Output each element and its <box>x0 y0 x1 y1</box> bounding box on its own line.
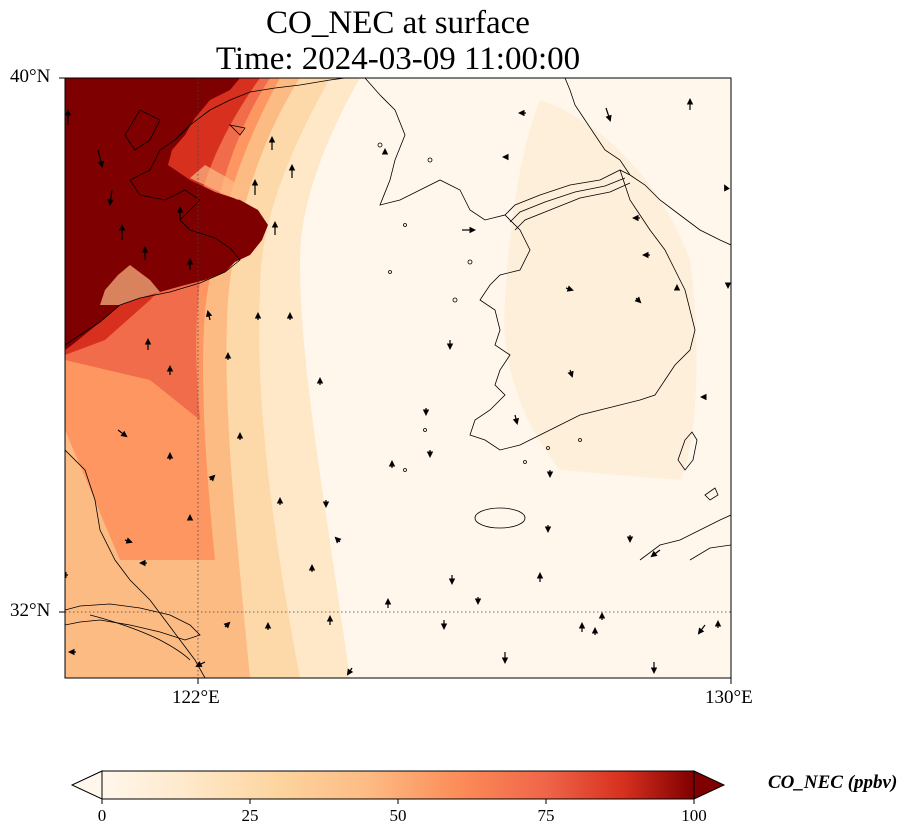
wind-arrow-head <box>578 622 586 629</box>
wind-arrow-head <box>700 393 707 401</box>
wind-arrow-head <box>686 98 694 105</box>
wind-arrow-head <box>536 572 544 579</box>
wind-arrow-head <box>120 430 128 438</box>
wind-arrow-head <box>186 258 194 265</box>
wind-arrow-head <box>469 226 476 234</box>
wind-arrow-head <box>186 514 194 521</box>
wind-arrow-head <box>288 164 296 171</box>
wind-arrow-head <box>236 432 244 439</box>
wind-arrow-head <box>598 612 606 619</box>
wind-arrow-head <box>566 285 574 292</box>
wind-arrow-head <box>208 474 216 482</box>
lon-label-west: 122°E <box>172 687 220 708</box>
wind-arrow-head <box>546 471 554 478</box>
lat-label-north: 40°N <box>10 66 51 87</box>
wind-arrow-head <box>632 214 639 222</box>
colorbar-label: CO_NEC (ppbv) <box>768 772 898 793</box>
wind-arrow-head <box>426 451 434 458</box>
wind-arrow-head <box>626 536 634 543</box>
colorbar-tick-25: 25 <box>241 806 259 825</box>
axis-ticks <box>59 77 732 684</box>
wind-arrow-head <box>144 338 152 345</box>
wind-arrow-head <box>65 571 67 579</box>
wind-arrow-head <box>334 536 342 544</box>
wind-arrow-head <box>502 153 509 161</box>
wind-arrow-head <box>384 598 392 605</box>
wind-arrow-head <box>68 648 75 656</box>
wind-arrow-head <box>322 501 330 508</box>
wind-arrow-head <box>714 620 722 627</box>
wind-arrow-head <box>139 559 146 567</box>
wind-arrow-head <box>141 246 149 253</box>
wind-arrow-head <box>440 623 448 630</box>
wind-arrow-head <box>474 598 482 605</box>
wind-arrow-head <box>166 365 174 372</box>
wind-arrow-head <box>251 179 259 186</box>
wind-arrow-head <box>308 564 316 571</box>
wind-arrow-head <box>605 114 612 122</box>
wind-arrow-head <box>166 452 174 459</box>
lon-label-east: 130°E <box>705 687 753 708</box>
wind-arrow-head <box>446 343 454 350</box>
wind-arrow-head <box>650 550 658 558</box>
gridlines <box>65 78 731 678</box>
wind-arrow-head <box>501 657 509 664</box>
wind-arrow-head <box>518 109 525 117</box>
plot-subtitle: Time: 2024-03-09 11:00:00 <box>215 41 581 77</box>
wind-arrow-head <box>316 377 324 384</box>
wind-arrow-head <box>276 497 284 504</box>
wind-arrow-head <box>195 661 203 667</box>
wind-arrow-head <box>97 160 105 168</box>
wind-arrow-head <box>381 148 389 155</box>
colorbar <box>70 770 726 804</box>
wind-arrow-head <box>650 667 658 674</box>
wind-arrow-head <box>264 622 272 629</box>
wind-arrow-head <box>346 668 354 676</box>
wind-vectors <box>65 98 731 676</box>
wind-arrow-head <box>125 537 133 544</box>
colorbar-tick-50: 50 <box>389 806 407 825</box>
wind-arrow-head <box>388 460 396 467</box>
wind-arrow-head <box>118 224 126 231</box>
wind-arrow-head <box>634 296 642 304</box>
wind-arrow-head <box>286 312 294 319</box>
colorbar-tick-100: 100 <box>681 806 707 825</box>
wind-arrow-head <box>724 184 730 192</box>
wind-arrow-head <box>205 310 213 318</box>
colorbar-tick-0: 0 <box>97 806 107 825</box>
wind-arrow-head <box>271 221 279 228</box>
wind-arrow-head <box>591 627 599 634</box>
wind-arrow-head <box>673 284 681 291</box>
concentration-field <box>65 78 731 678</box>
wind-arrow-head <box>544 526 552 533</box>
coastlines <box>65 78 731 678</box>
wind-arrow-head <box>268 136 276 143</box>
wind-arrow-head <box>422 409 430 416</box>
wind-arrow-head <box>724 282 731 289</box>
wind-arrow-head <box>107 199 114 206</box>
wind-arrow-head <box>642 251 649 259</box>
wind-arrow-head <box>448 578 456 585</box>
wind-arrow-head <box>254 312 262 319</box>
wind-arrow-head <box>326 615 334 622</box>
plot-title: CO_NEC at surface <box>266 5 530 41</box>
wind-arrow-head <box>224 352 232 359</box>
lat-label-south: 32°N <box>10 600 51 621</box>
wind-arrow-head <box>65 109 72 116</box>
wind-arrow-head <box>176 206 184 213</box>
wind-arrow-head <box>567 370 574 378</box>
map-frame <box>64 77 732 679</box>
wind-arrow-head <box>512 417 520 425</box>
wind-arrow-head <box>697 627 705 635</box>
wind-arrow-head <box>223 621 231 629</box>
colorbar-tick-75: 75 <box>537 806 555 825</box>
